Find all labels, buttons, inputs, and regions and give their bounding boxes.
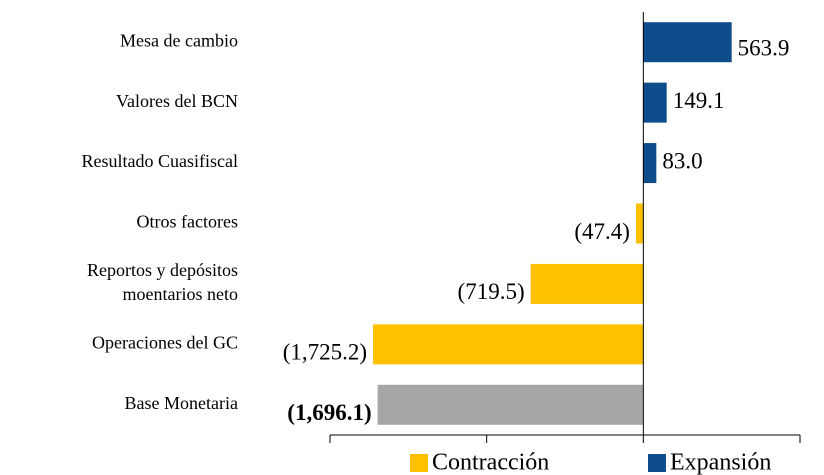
value-label: (1,725.2) [283, 340, 367, 365]
bar [643, 22, 732, 63]
value-label: 83.0 [662, 148, 702, 173]
value-label: 149.1 [673, 88, 725, 113]
bar [373, 324, 644, 365]
legend-swatch [648, 454, 666, 472]
category-label: Valores del BCN [116, 91, 238, 111]
legend-label: Expansión [670, 450, 771, 475]
value-label: (47.4) [574, 219, 630, 244]
category-label: moentarios neto [123, 284, 238, 304]
value-label: (1,696.1) [287, 400, 371, 425]
category-label: Reportos y depósitos [87, 260, 238, 280]
value-label: (719.5) [458, 279, 525, 304]
bar [643, 82, 667, 123]
legend-swatch [410, 454, 428, 472]
category-label: Base Monetaria [125, 393, 238, 413]
category-label: Resultado Cuasifiscal [82, 151, 238, 171]
category-label: Otros factores [137, 212, 238, 232]
category-label: Mesa de cambio [120, 30, 238, 50]
value-label: 563.9 [738, 35, 790, 60]
legend-label: Contracción [432, 450, 549, 475]
bar [530, 263, 644, 304]
bar [635, 203, 644, 244]
bar [643, 143, 657, 184]
category-label: Operaciones del GC [92, 332, 238, 352]
bar [377, 384, 644, 425]
